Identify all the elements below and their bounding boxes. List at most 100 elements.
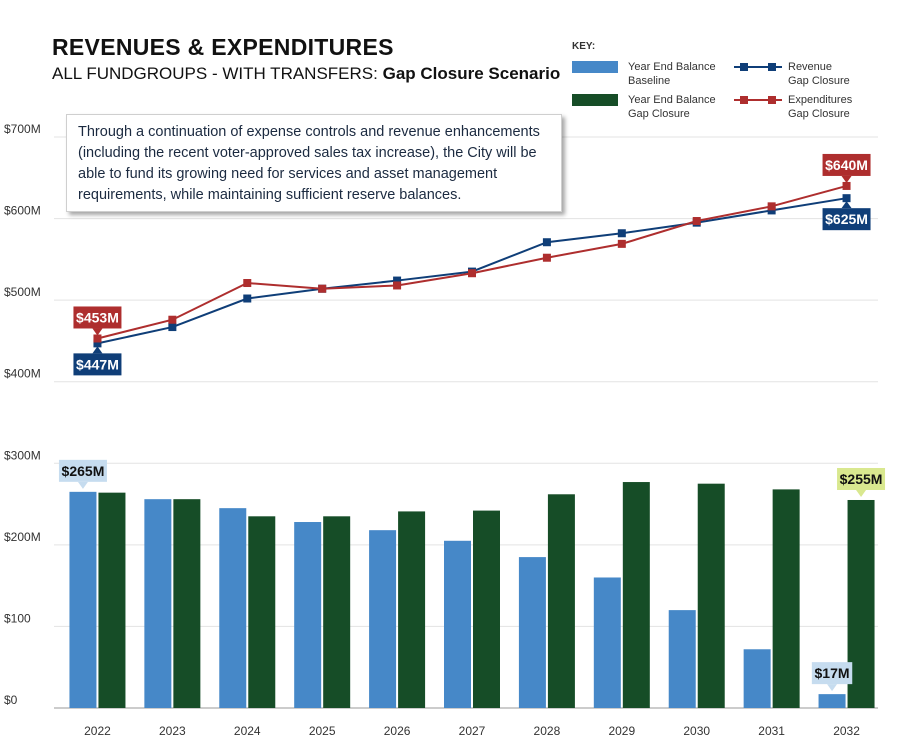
legend-label-line1: Year End Balance xyxy=(628,94,716,106)
bar-baseline xyxy=(144,499,172,708)
chart-title: REVENUES & EXPENDITURES xyxy=(52,34,394,60)
y-tick-label: $600M xyxy=(4,204,41,218)
revenue-point xyxy=(93,339,102,348)
legend-swatch-baseline xyxy=(572,61,618,73)
x-tick-label: 2027 xyxy=(459,724,486,738)
x-axis-ticks: 2022 2023 2024 2025 2026 2027 2028 2029 2030 2031… xyxy=(84,724,860,738)
expenditures-point xyxy=(318,284,327,293)
bars xyxy=(69,482,875,708)
legend-label-line2: Gap Closure xyxy=(788,108,850,120)
bar-baseline xyxy=(818,694,846,708)
y-tick-label: $500M xyxy=(4,285,41,299)
lines xyxy=(93,181,851,348)
bar-gap-closure xyxy=(473,510,500,708)
bar-gap-closure xyxy=(323,516,351,708)
subtitle-scenario: Gap Closure Scenario xyxy=(382,64,561,83)
y-tick-label: $400M xyxy=(4,367,41,381)
y-tick-label: $700M xyxy=(4,122,41,136)
x-tick-label: 2023 xyxy=(159,724,186,738)
bar-gap-closure xyxy=(697,483,725,708)
expenditures-point xyxy=(842,181,851,190)
callout-label-bg xyxy=(811,662,853,685)
revenue-point xyxy=(168,323,177,332)
revenue-point xyxy=(842,194,851,203)
value-callout: $255M xyxy=(837,467,886,497)
expenditures-point xyxy=(93,334,102,343)
bar-baseline xyxy=(369,530,397,708)
bar-baseline xyxy=(743,649,771,708)
callout-pointer xyxy=(841,175,852,183)
legend-marker-revenue xyxy=(734,63,782,71)
chart-subtitle: ALL FUNDGROUPS - WITH TRANSFERS: Gap Clo… xyxy=(52,64,560,84)
callout-label-bg xyxy=(73,306,122,329)
legend-title: KEY: xyxy=(572,41,596,52)
callout-pointer xyxy=(856,489,867,497)
expenditures-point xyxy=(243,279,252,288)
bar-gap-closure xyxy=(398,511,426,708)
callout-label: $255M xyxy=(840,471,883,487)
legend-label-line2: Gap Closure xyxy=(788,75,850,87)
callout-label: $453M xyxy=(76,309,119,325)
legend-swatch-gap-closure-balance xyxy=(572,94,618,106)
x-tick-label: 2028 xyxy=(534,724,561,738)
legend-label-line2: Gap Closure xyxy=(628,108,690,120)
legend-label-line1: Expenditures xyxy=(788,94,853,106)
legend-entry-gap-closure-balance: Year End Balance Gap Closure xyxy=(628,93,716,121)
callout-label-bg xyxy=(73,353,122,376)
callout-text: Through a continuation of expense contro… xyxy=(78,124,540,203)
callout-label-bg xyxy=(58,459,107,482)
expenditures-point xyxy=(393,281,402,290)
callout-pointer xyxy=(827,684,838,692)
callout-label-bg xyxy=(822,208,871,231)
x-tick-label: 2022 xyxy=(84,724,111,738)
bar-baseline xyxy=(668,610,696,708)
x-tick-label: 2026 xyxy=(384,724,411,738)
callout-label: $265M xyxy=(62,463,105,479)
callout-pointer xyxy=(92,346,103,354)
revenue-point xyxy=(767,206,776,215)
callout-pointer xyxy=(92,328,103,336)
value-callout: $640M xyxy=(822,153,871,183)
callout-label: $17M xyxy=(815,665,850,681)
callout-pointer xyxy=(841,201,852,209)
callout-label: $447M xyxy=(76,356,119,372)
value-callout: $265M xyxy=(58,459,107,489)
bar-gap-closure xyxy=(173,499,201,708)
legend-label-line2: Baseline xyxy=(628,75,671,87)
callout-label-bg xyxy=(837,467,886,490)
legend-marker-expenditures xyxy=(734,96,782,104)
bar-baseline xyxy=(219,508,247,708)
bar-baseline xyxy=(444,540,471,708)
revenue-point xyxy=(243,294,252,303)
bar-baseline xyxy=(593,577,621,708)
bar-gap-closure xyxy=(772,489,800,708)
legend-entry-baseline: Year End Balance Baseline xyxy=(628,60,716,88)
expenditures-point xyxy=(542,253,551,262)
legend-label-line1: Revenue xyxy=(788,61,833,73)
callout-pointer xyxy=(77,481,88,489)
legend-entry-expenditures: Expenditures Gap Closure xyxy=(788,93,852,121)
bar-baseline xyxy=(294,522,322,708)
callout-box xyxy=(66,114,562,212)
value-callout: $447M xyxy=(73,346,122,376)
annotations: $453M $447M $640M $625M $265M $255M $17M xyxy=(58,153,886,692)
bar-gap-closure xyxy=(248,516,276,708)
expenditures-point xyxy=(617,239,626,248)
legend-label-line1: Year End Balance xyxy=(628,61,716,73)
value-callout: $17M xyxy=(811,662,853,692)
x-tick-label: 2030 xyxy=(683,724,710,738)
y-axis-ticks: $0 $100 $200M $300M $400M $500M $600M $700M xyxy=(4,122,41,707)
subtitle-prefix: ALL FUNDGROUPS - WITH TRANSFERS: xyxy=(52,64,383,83)
expenditures-point xyxy=(692,217,701,226)
revenue-point xyxy=(617,229,626,238)
revenue-point xyxy=(542,238,551,247)
legend-entry-revenue: Revenue Gap Closure xyxy=(788,60,850,88)
revenue-point xyxy=(393,276,402,285)
callout-label-bg xyxy=(822,153,871,176)
y-tick-label: $100 xyxy=(4,611,31,625)
x-tick-label: 2032 xyxy=(833,724,860,738)
bar-gap-closure xyxy=(547,494,575,708)
x-tick-label: 2025 xyxy=(309,724,336,738)
x-tick-label: 2031 xyxy=(758,724,785,738)
